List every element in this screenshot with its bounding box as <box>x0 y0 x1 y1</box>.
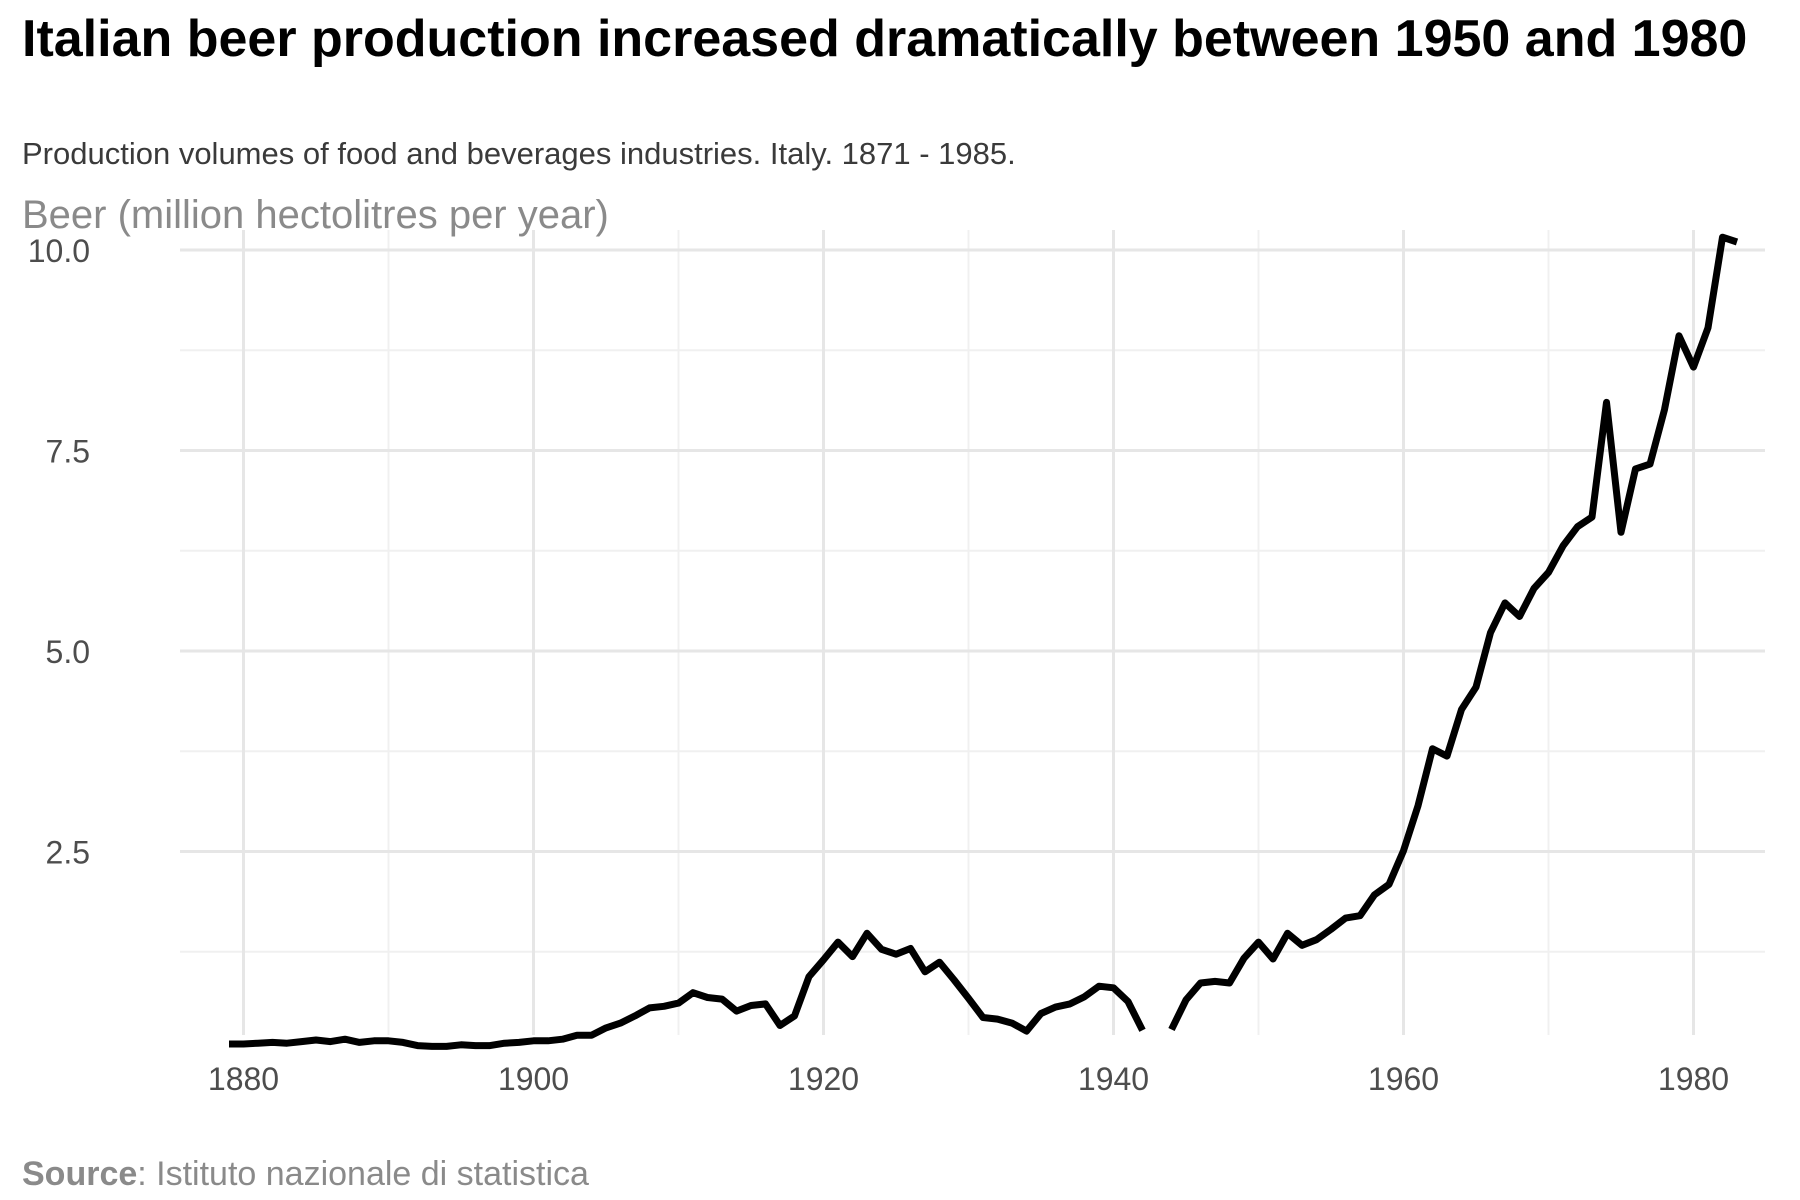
y-tick-label: 7.5 <box>46 434 90 470</box>
x-tick-label: 1960 <box>1368 1061 1439 1097</box>
x-tick-label: 1940 <box>1078 1061 1149 1097</box>
series-layer <box>229 233 1739 1050</box>
x-axis-ticks: 1880 1900 1920 1940 1960 1980 <box>208 1061 1729 1097</box>
y-tick-label: 5.0 <box>46 634 90 670</box>
series-line-segment-1 <box>229 929 1146 1050</box>
source-text: : Istituto nazionale di statistica <box>137 1155 589 1193</box>
x-tick-label: 1980 <box>1658 1061 1729 1097</box>
series-line-segment-2 <box>1168 233 1739 1032</box>
y-axis-ticks: 2.5 5.0 7.5 10.0 <box>28 233 90 871</box>
source-label: Source <box>22 1155 138 1193</box>
y-axis-label: Beer (million hectolitres per year) <box>22 193 609 237</box>
chart-title: Italian beer production increased dramat… <box>22 10 1748 68</box>
x-tick-label: 1920 <box>788 1061 859 1097</box>
y-tick-label: 2.5 <box>46 835 90 871</box>
x-tick-label: 1880 <box>208 1061 279 1097</box>
chart-subtitle: Production volumes of food and beverages… <box>22 136 1016 171</box>
x-tick-label: 1900 <box>498 1061 569 1097</box>
y-tick-label: 10.0 <box>28 233 90 269</box>
source-caption: Source: Istituto nazionale di statistica <box>22 1154 589 1194</box>
gridlines <box>180 230 1765 1035</box>
